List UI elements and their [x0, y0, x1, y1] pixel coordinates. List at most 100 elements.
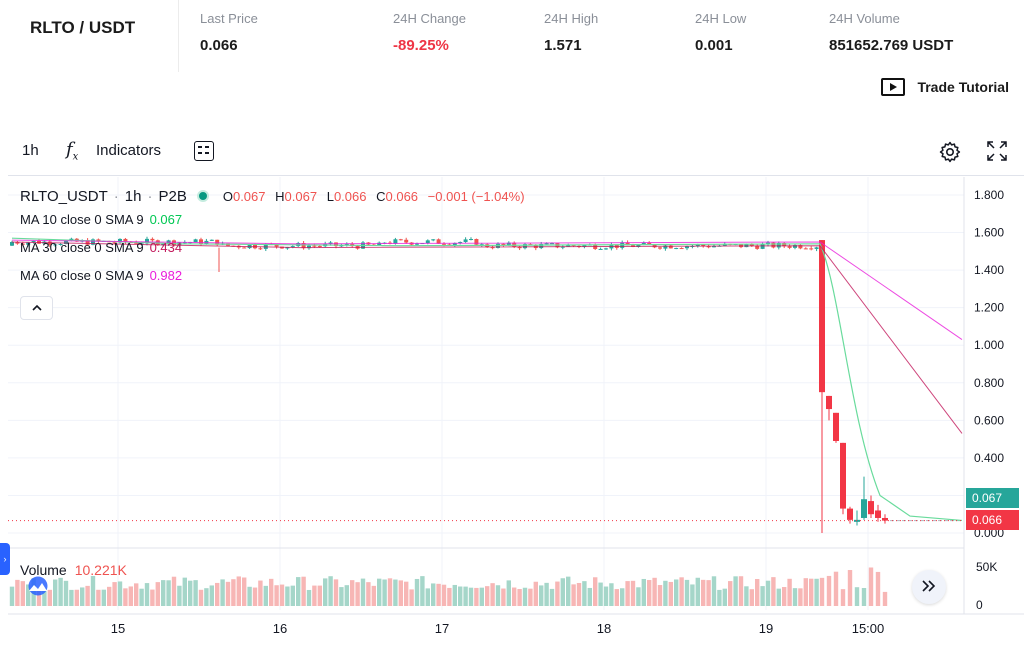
candle-body	[463, 239, 468, 242]
volume-bar	[452, 584, 457, 606]
last-price-tag: 0.066	[966, 510, 1019, 530]
chart-legend: RLTO_USDT · 1h · P2B O0.067 H0.067 L0.06…	[20, 186, 525, 290]
candle-body	[787, 246, 792, 248]
candle-body	[193, 239, 198, 243]
volume-bar	[420, 576, 425, 606]
volume-bar	[458, 586, 463, 606]
legend-separator: ·	[147, 187, 153, 205]
chevron-up-icon	[31, 304, 42, 311]
volume-bar	[344, 585, 349, 606]
volume-bar	[436, 583, 441, 606]
candle-body	[199, 239, 203, 245]
volume-tick-label: 50K	[976, 560, 997, 574]
volume-bar	[609, 583, 614, 606]
ma30-line	[11, 241, 963, 434]
candle-body	[668, 245, 673, 249]
volume-bar	[782, 587, 787, 606]
volume-bar	[333, 579, 339, 606]
candle-body	[458, 241, 463, 243]
candle-body	[469, 239, 473, 241]
volume-bar	[360, 578, 366, 606]
stat-24h-high: 24H High 1.571	[544, 11, 598, 54]
candle-body	[274, 244, 279, 247]
gear-icon[interactable]	[938, 140, 962, 164]
volume-bar	[74, 589, 79, 606]
volume-bar	[760, 586, 765, 606]
candle-body	[819, 240, 825, 393]
volume-bar	[26, 584, 31, 606]
candle-body	[431, 239, 436, 241]
candle-body	[506, 242, 511, 246]
volume-bar	[706, 580, 711, 606]
volume-bar	[861, 587, 867, 606]
tradingview-logo-icon[interactable]	[24, 576, 52, 596]
interval-button[interactable]: 1h	[22, 142, 39, 159]
ma60-legend[interactable]: MA 60 close 0 SMA 9 0.982	[20, 262, 525, 290]
volume-bar	[603, 586, 609, 606]
volume-bar	[112, 582, 117, 606]
volume-bar	[188, 580, 193, 606]
volume-bar	[576, 582, 582, 606]
layout-icon[interactable]	[194, 141, 214, 161]
volume-bar	[733, 576, 738, 606]
volume-bar	[593, 577, 598, 606]
volume-bar	[738, 576, 744, 606]
ma10-value: 0.067	[149, 212, 183, 227]
legend-exchange: P2B	[158, 187, 187, 205]
volume-bar	[193, 580, 198, 606]
candle-body	[685, 246, 689, 249]
volume-bar	[814, 578, 819, 606]
candle-body	[31, 240, 36, 243]
candle-body	[706, 245, 711, 248]
candle-body	[544, 243, 549, 245]
stat-value: 0.066	[200, 37, 238, 54]
volume-bar	[571, 584, 576, 606]
price-tick-label: 0.800	[974, 376, 1004, 390]
volume-bar	[809, 578, 814, 606]
stat-value: 1.571	[544, 37, 582, 54]
ma30-value: 0.434	[149, 240, 183, 255]
candle-body	[393, 239, 398, 244]
candle-body	[145, 238, 149, 244]
price-tick-label: 1.600	[974, 226, 1004, 240]
volume-legend[interactable]: Volume 10.221K	[20, 562, 127, 578]
ma10-legend[interactable]: MA 10 close 0 SMA 9 0.067	[20, 206, 525, 234]
fullscreen-icon[interactable]	[986, 140, 1008, 162]
volume-bar	[722, 588, 727, 606]
volume-bar	[350, 580, 355, 606]
fx-icon[interactable]: fx	[66, 139, 79, 163]
volume-bar	[744, 586, 749, 606]
volume-bar	[328, 576, 333, 606]
volume-bar	[404, 581, 409, 606]
price-tick-label: 1.000	[974, 338, 1004, 352]
volume-bar	[90, 576, 96, 606]
scroll-to-realtime-button[interactable]	[912, 570, 946, 604]
volume-bar	[749, 589, 754, 606]
ticker-header: RLTO / USDT Last Price 0.066 24H Change …	[0, 0, 1024, 72]
indicators-button[interactable]: Indicators	[96, 142, 162, 159]
side-panel-toggle[interactable]: ›	[0, 543, 10, 575]
volume-bar	[398, 580, 403, 606]
candle-body	[150, 238, 155, 241]
ma30-legend[interactable]: MA 30 close 0 SMA 9 0.434	[20, 234, 525, 262]
ma60-line	[11, 239, 963, 341]
volume-bar	[833, 571, 839, 606]
volume-bar	[285, 586, 290, 606]
volume-bar	[636, 587, 641, 606]
volume-bar	[506, 580, 511, 606]
candle-body	[798, 245, 803, 249]
volume-bar	[625, 581, 630, 606]
volume-bar	[544, 582, 549, 606]
trade-tutorial-link[interactable]: Trade Tutorial	[881, 78, 1009, 96]
volume-bar	[225, 581, 231, 606]
collapse-legend-button[interactable]	[20, 296, 53, 320]
candle-body	[436, 239, 441, 244]
stat-value: -89.25%	[393, 37, 449, 54]
price-tick-label: 0.400	[974, 451, 1004, 465]
volume-bar	[269, 578, 274, 606]
candle-body	[20, 243, 25, 245]
volume-bar	[701, 579, 706, 606]
volume-bar	[690, 584, 695, 606]
volume-bar	[587, 587, 592, 606]
